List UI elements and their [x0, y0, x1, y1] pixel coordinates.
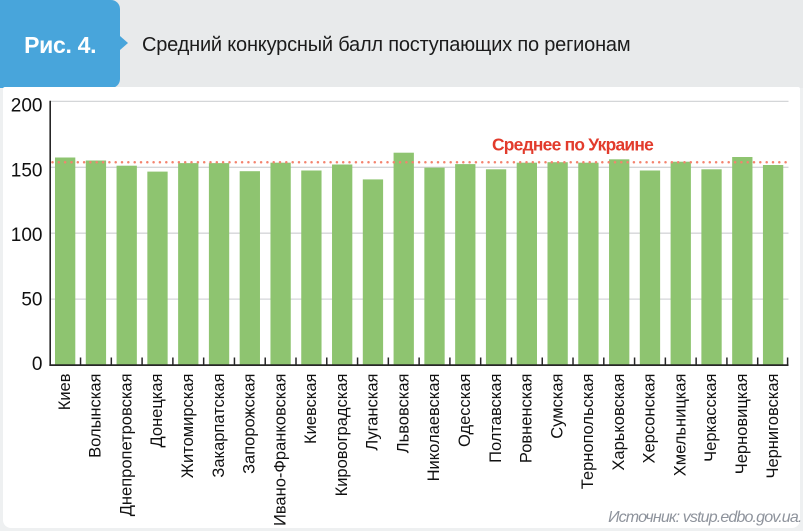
svg-text:200: 200	[11, 96, 43, 117]
svg-text:Житомирская: Житомирская	[179, 374, 197, 479]
svg-text:100: 100	[11, 225, 43, 246]
svg-text:Киев: Киев	[56, 373, 74, 410]
svg-text:Ровненская: Ровненская	[518, 374, 536, 464]
svg-text:50: 50	[21, 289, 42, 310]
svg-text:150: 150	[11, 160, 43, 181]
svg-text:Херсонская: Херсонская	[641, 374, 659, 464]
svg-text:Харьковская: Харьковская	[610, 374, 628, 471]
svg-text:Луганская: Луганская	[364, 374, 382, 451]
svg-text:Закарпатская: Закарпатская	[210, 374, 228, 478]
svg-text:Одесская: Одесская	[456, 374, 474, 447]
svg-text:Черкасская: Черкасская	[702, 374, 720, 462]
svg-text:0: 0	[32, 354, 43, 375]
svg-text:Ивано-Франковская: Ивано-Франковская	[271, 374, 289, 527]
svg-text:Сумская: Сумская	[548, 374, 566, 439]
svg-text:Тернопольская: Тернопольская	[579, 374, 597, 490]
svg-text:Полтавская: Полтавская	[487, 374, 505, 463]
svg-text:Среднее по Украине: Среднее по Украине	[492, 134, 654, 154]
svg-text:Львовская: Львовская	[394, 374, 412, 454]
svg-text:Донецкая: Донецкая	[148, 374, 166, 448]
svg-text:Днепропетровская: Днепропетровская	[117, 374, 135, 517]
svg-text:Кировоградская: Кировоградская	[333, 374, 351, 497]
svg-text:Черниговская: Черниговская	[764, 374, 782, 479]
svg-text:Запорожская: Запорожская	[241, 374, 259, 474]
svg-text:Хмельницкая: Хмельницкая	[671, 374, 689, 477]
svg-text:Киевская: Киевская	[302, 374, 320, 445]
svg-text:Черновицкая: Черновицкая	[733, 374, 751, 475]
svg-text:Николаевская: Николаевская	[425, 373, 443, 481]
svg-text:Волынская: Волынская	[87, 374, 105, 458]
